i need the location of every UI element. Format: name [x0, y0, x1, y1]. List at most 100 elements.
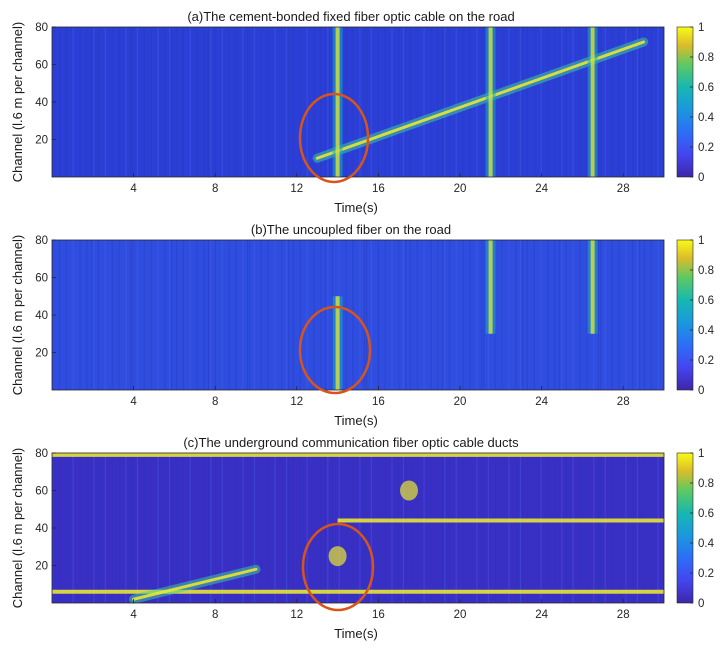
panel-a-striation — [416, 27, 418, 177]
panel-a-striation — [242, 27, 244, 177]
panel-c-striation — [221, 453, 223, 603]
panel-b-striation — [327, 240, 329, 390]
panel-c-striation — [72, 453, 74, 603]
panel-c-xtick-label: 8 — [212, 609, 218, 621]
panel-b: (b)The uncoupled fiber on the road 4 8 12 1… — [35, 222, 714, 428]
panel-c-striation — [522, 453, 524, 603]
panel-a-striation — [370, 27, 372, 177]
panel-b-striation — [324, 240, 327, 390]
panel-b-striation — [508, 240, 510, 390]
panel-c-colorbar-tick-label: 0 — [698, 598, 704, 610]
panel-a-xticks: 4 8 12 16 20 24 28 — [130, 173, 630, 195]
panel-c-striation — [476, 453, 478, 603]
panel-c-striation — [405, 453, 407, 603]
panel-c-striation — [207, 453, 210, 603]
panel-c-striation — [643, 453, 645, 603]
panel-c-striation — [494, 453, 496, 603]
panel-b-striation — [168, 240, 171, 390]
panel-c-striation — [90, 453, 93, 603]
panel-c-striation — [430, 453, 432, 603]
panel-b-striation — [579, 240, 581, 390]
panel-b-colorbar-tick-label: 0.8 — [698, 265, 714, 277]
panel-a-striation — [72, 27, 74, 177]
panel-b-striation — [657, 240, 659, 390]
panel-b-striation — [618, 240, 620, 390]
panel-c-striation — [132, 453, 134, 603]
panel-c-striation — [480, 453, 483, 603]
panel-c-striation — [593, 453, 595, 603]
panel-b-annotation-circle — [298, 305, 372, 395]
panel-a-striation — [143, 27, 145, 177]
panel-a-striation — [558, 27, 561, 177]
panel-c-striation — [639, 453, 641, 603]
panel-c-striation — [175, 453, 178, 603]
panel-c-striation — [604, 453, 606, 603]
panel-b-colorbar-tick-label: 0 — [698, 385, 704, 397]
panel-b-striation — [58, 240, 61, 390]
panel-c-striation — [235, 453, 237, 603]
panel-b-striation — [639, 240, 641, 390]
panel-c-horizontal-band — [337, 518, 664, 523]
panel-b-striation — [242, 240, 244, 390]
panel-c-striation — [345, 453, 347, 603]
panel-a-striation — [402, 27, 405, 177]
panel-b-striation — [540, 240, 542, 390]
panel-b-striation — [547, 240, 549, 390]
panel-c-striation — [129, 453, 132, 603]
panel-b-ytick-label: 20 — [35, 348, 48, 360]
panel-b-striation — [331, 240, 333, 390]
panel-a-striation — [175, 27, 178, 177]
panel-b-striation — [288, 240, 290, 390]
panel-b-striation — [363, 240, 366, 390]
panel-c-striation — [359, 453, 361, 603]
panel-b-striation — [480, 240, 483, 390]
panel-c-signal-patch — [400, 480, 418, 501]
panel-c-striation — [636, 453, 639, 603]
panel-a-striation — [228, 27, 230, 177]
panel-a-striation — [625, 27, 627, 177]
panel-b-striation — [636, 240, 639, 390]
panel-a-striation — [150, 27, 152, 177]
panel-c-striation — [214, 453, 217, 603]
panel-b-striation — [391, 240, 393, 390]
panel-c-colorbar-tick-label: 0.4 — [698, 538, 715, 550]
panel-a-striation — [324, 27, 327, 177]
panel-c-striation — [285, 453, 288, 603]
panel-b-striation — [246, 240, 249, 390]
panel-b-striation — [430, 240, 432, 390]
panel-c-diagonal-track-core — [132, 567, 258, 601]
panel-a-striation — [508, 27, 510, 177]
panel-b-xtick-label: 12 — [290, 396, 303, 408]
panel-c-striation — [86, 453, 88, 603]
panel-c-striation — [299, 453, 301, 603]
panel-b-colorbar-tick-label: 1 — [698, 235, 704, 247]
panel-c-striation — [561, 453, 563, 603]
panel-b-striation — [249, 240, 251, 390]
panel-b-striation — [299, 240, 301, 390]
panel-c-striation — [632, 453, 634, 603]
panel-a-ytick-label: 40 — [35, 97, 48, 109]
panel-a-striation — [79, 27, 81, 177]
panel-a-striation — [437, 27, 439, 177]
panel-b-striation — [111, 240, 113, 390]
panel-b-striation — [444, 240, 446, 390]
panel-b-striation — [281, 240, 283, 390]
panel-a-striation — [274, 27, 276, 177]
panel-b-striation — [175, 240, 178, 390]
panel-c-striation — [416, 453, 418, 603]
panel-c-striation — [111, 453, 113, 603]
panel-a-striation — [136, 27, 139, 177]
panel-a-striation — [572, 27, 574, 177]
panel-b-colorbar-tick-label: 0.6 — [698, 295, 714, 307]
panel-c-striation — [597, 453, 600, 603]
panel-c-striation — [423, 453, 425, 603]
panel-a-xlabel: Time(s) — [334, 200, 378, 215]
panel-c-striation — [58, 453, 61, 603]
panel-a-annotation-circle — [298, 92, 370, 184]
panel-c-horizontal-band — [52, 452, 664, 457]
panel-b-striation — [469, 240, 471, 390]
panel-b-striation — [345, 240, 347, 390]
panel-a-striation — [430, 27, 432, 177]
panel-c-heatmap-features — [52, 452, 664, 604]
panel-c-striation — [93, 453, 95, 603]
